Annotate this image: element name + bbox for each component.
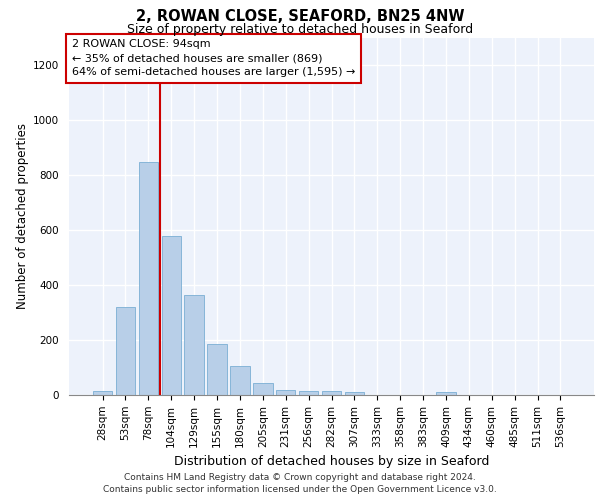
Bar <box>299 391 319 395</box>
Bar <box>184 294 204 395</box>
Text: 2 ROWAN CLOSE: 94sqm
← 35% of detached houses are smaller (869)
64% of semi-deta: 2 ROWAN CLOSE: 94sqm ← 35% of detached h… <box>71 40 355 78</box>
Bar <box>322 391 341 395</box>
Y-axis label: Number of detached properties: Number of detached properties <box>16 123 29 309</box>
Bar <box>161 236 181 395</box>
Bar <box>208 344 227 395</box>
Bar <box>93 391 112 395</box>
Bar <box>116 307 135 395</box>
Bar <box>230 366 250 395</box>
Bar <box>276 390 295 395</box>
Text: 2, ROWAN CLOSE, SEAFORD, BN25 4NW: 2, ROWAN CLOSE, SEAFORD, BN25 4NW <box>136 9 464 24</box>
Text: Contains HM Land Registry data © Crown copyright and database right 2024.
Contai: Contains HM Land Registry data © Crown c… <box>103 473 497 494</box>
Bar <box>344 392 364 395</box>
Text: Size of property relative to detached houses in Seaford: Size of property relative to detached ho… <box>127 22 473 36</box>
X-axis label: Distribution of detached houses by size in Seaford: Distribution of detached houses by size … <box>174 455 489 468</box>
Bar <box>139 162 158 395</box>
Bar <box>436 392 455 395</box>
Bar <box>253 382 272 395</box>
